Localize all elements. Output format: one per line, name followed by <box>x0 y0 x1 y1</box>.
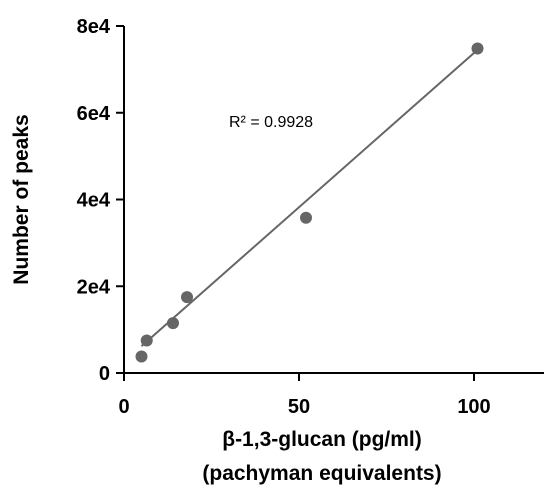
x-axis: 0 50 100 β-1,3-glucan (pg/ml) (pachyman eq… <box>118 372 544 485</box>
data-point <box>181 291 193 304</box>
data-point <box>140 334 153 347</box>
x-axis-title-line2: (pachyman equivalents) <box>202 462 441 485</box>
y-axis: 0 2e4 4e4 6e4 8e4 Number of peaks <box>10 16 125 385</box>
data-points <box>135 42 484 363</box>
y-tick-label: 4e4 <box>77 190 111 212</box>
y-tick-label: 6e4 <box>77 103 111 125</box>
x-tick-label: 50 <box>288 396 310 418</box>
x-axis-title: β-1,3-glucan (pg/ml) <box>222 428 422 451</box>
trendline <box>140 49 479 347</box>
x-tick-label: 0 <box>118 396 129 418</box>
y-tick-label: 2e4 <box>77 276 111 298</box>
data-point <box>300 211 312 224</box>
data-point <box>167 317 179 330</box>
data-point <box>135 350 148 363</box>
y-tick-label: 8e4 <box>77 16 111 38</box>
data-point <box>471 42 484 55</box>
r-squared-annotation: R² = 0.9928 <box>229 114 313 131</box>
y-axis-title: Number of peaks <box>10 114 33 284</box>
y-tick-label: 0 <box>99 363 110 385</box>
x-tick-label: 100 <box>457 396 490 418</box>
